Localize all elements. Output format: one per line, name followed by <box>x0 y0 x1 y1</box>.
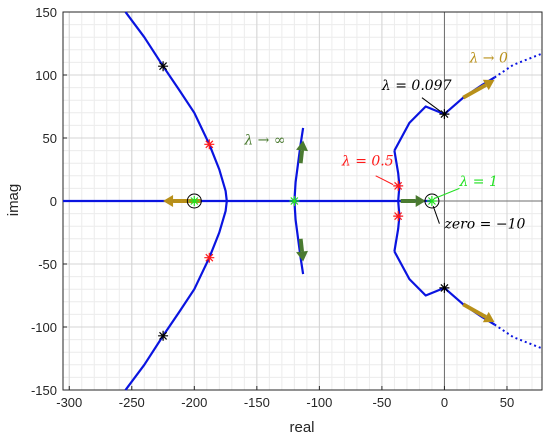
y-tick-label: 50 <box>43 131 57 146</box>
x-tick-label: -250 <box>119 395 145 410</box>
x-tick-label: -100 <box>306 395 332 410</box>
green-star-marker <box>189 196 200 206</box>
direction-arrowhead-3 <box>296 140 308 152</box>
annotation-0: λ → 0 <box>468 50 508 66</box>
y-axis-label: imag <box>5 184 22 217</box>
black-star-marker <box>158 61 169 72</box>
y-tick-label: -100 <box>31 320 57 335</box>
direction-arrowhead-4 <box>296 250 308 262</box>
annotation-leader-3 <box>375 175 394 186</box>
annotation-leader-4 <box>434 187 460 199</box>
y-tick-label: 150 <box>35 5 57 20</box>
direction-arrowhead-2 <box>482 311 495 323</box>
annotation-leader-5 <box>432 205 440 224</box>
annotation-3: λ = 0.5 <box>341 154 394 170</box>
x-tick-label: -50 <box>373 395 392 410</box>
y-tick-label: 100 <box>35 68 57 83</box>
locus-branch-3 <box>393 150 401 252</box>
green-star-marker <box>426 196 437 206</box>
annotation-1: λ = 0.097 <box>381 78 452 94</box>
black-star-marker <box>439 282 450 293</box>
annotation-5: zero = −10 <box>443 217 525 233</box>
y-tick-label: 0 <box>50 194 57 209</box>
x-axis-label: real <box>289 419 314 436</box>
x-tick-label: -150 <box>244 395 270 410</box>
direction-arrowhead-5 <box>415 195 426 207</box>
black-star-marker <box>158 330 169 341</box>
direction-arrow-3 <box>298 150 305 164</box>
direction-arrow-1 <box>462 83 487 100</box>
red-star-marker <box>393 211 404 222</box>
annotation-leader-1 <box>421 97 441 112</box>
markers <box>158 61 450 341</box>
direction-arrow-2 <box>462 302 487 319</box>
x-tick-label: 0 <box>441 395 448 410</box>
annotation-2: λ → ∞ <box>243 132 285 148</box>
direction-arrowhead-1 <box>482 79 495 91</box>
direction-arrow-4 <box>298 238 305 252</box>
green-star-marker <box>289 196 300 206</box>
red-star-marker <box>204 139 215 150</box>
tick-labels: -300 -250 -200 -150 -100 -50 0 50 -150 -100 -50 0 50… <box>31 5 514 410</box>
red-star-marker <box>204 252 215 263</box>
annotation-4: λ = 1 <box>458 174 497 190</box>
open-circle-marker <box>424 193 440 209</box>
red-star-marker <box>393 180 404 191</box>
annotations: λ → 0 λ = 0.097 λ → ∞ λ = 0.5 λ = 1 zero = −1… <box>243 50 525 232</box>
x-tick-label: -300 <box>56 395 82 410</box>
open-circle-marker <box>186 193 202 209</box>
x-tick-label: -200 <box>181 395 207 410</box>
black-star-marker <box>439 109 450 120</box>
x-tick-label: 50 <box>500 395 514 410</box>
y-tick-label: -150 <box>31 383 57 398</box>
y-tick-label: -50 <box>38 257 57 272</box>
locus-branch-tail-5 <box>493 323 543 350</box>
direction-arrowhead-0 <box>163 195 174 207</box>
